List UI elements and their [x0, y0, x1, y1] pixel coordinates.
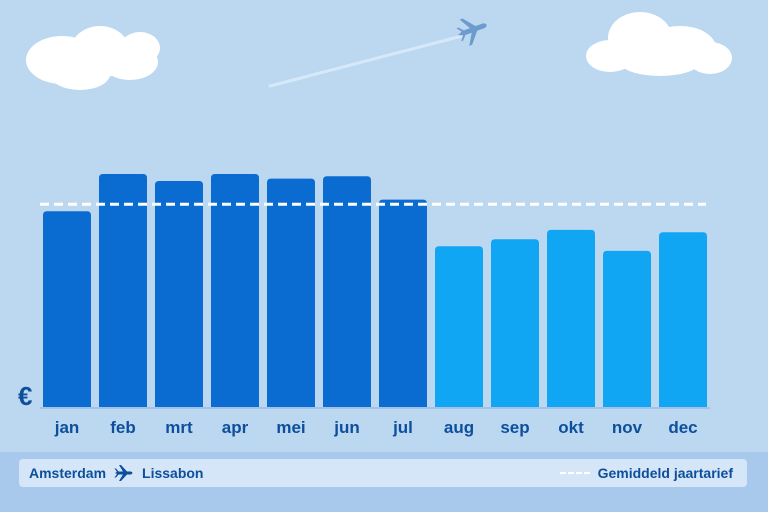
bar-aug [435, 246, 483, 407]
tick-label-mei: mei [276, 418, 305, 437]
bar-sep [491, 239, 539, 407]
bar-apr [211, 173, 259, 407]
bars-group [43, 173, 707, 407]
route-to: Lissabon [142, 465, 204, 481]
legend: Gemiddeld jaartarief [559, 465, 733, 481]
y-axis-label: € [18, 381, 32, 411]
bar-okt [547, 229, 595, 407]
tick-label-okt: okt [558, 418, 584, 437]
bar-mei [267, 178, 315, 407]
footer-panel: Amsterdam Lissabon Gemiddeld jaartarief [19, 459, 747, 487]
contrail [268, 34, 464, 88]
bar-nov [603, 250, 651, 407]
bar-mrt [155, 180, 203, 407]
bar-feb [99, 173, 147, 407]
bar-jan [43, 211, 91, 407]
tick-label-jul: jul [392, 418, 413, 437]
tick-labels-group: jan feb mrt apr mei jun jul aug sep okt nov dec [54, 418, 698, 437]
bar-jun [323, 176, 371, 407]
tick-label-mrt: mrt [165, 418, 193, 437]
bar-jul [379, 199, 427, 407]
tick-label-sep: sep [500, 418, 529, 437]
tick-label-jan: jan [54, 418, 80, 437]
chart-baseline [40, 407, 710, 409]
bar-dec [659, 232, 707, 407]
tick-label-aug: aug [444, 418, 474, 437]
route-from: Amsterdam [29, 465, 107, 481]
legend-average-label: Gemiddeld jaartarief [597, 465, 733, 481]
tick-label-apr: apr [222, 418, 249, 437]
airplane-icon [114, 465, 133, 481]
tick-label-dec: dec [668, 418, 697, 437]
cloud-right-icon [586, 12, 732, 76]
tick-label-nov: nov [612, 418, 643, 437]
cloud-left-icon [26, 26, 160, 90]
tick-label-feb: feb [110, 418, 136, 437]
route-label: Amsterdam Lissabon [29, 465, 204, 481]
tick-label-jun: jun [333, 418, 360, 437]
sky-airplane-icon [456, 18, 487, 46]
legend-dash-marker [559, 472, 590, 474]
